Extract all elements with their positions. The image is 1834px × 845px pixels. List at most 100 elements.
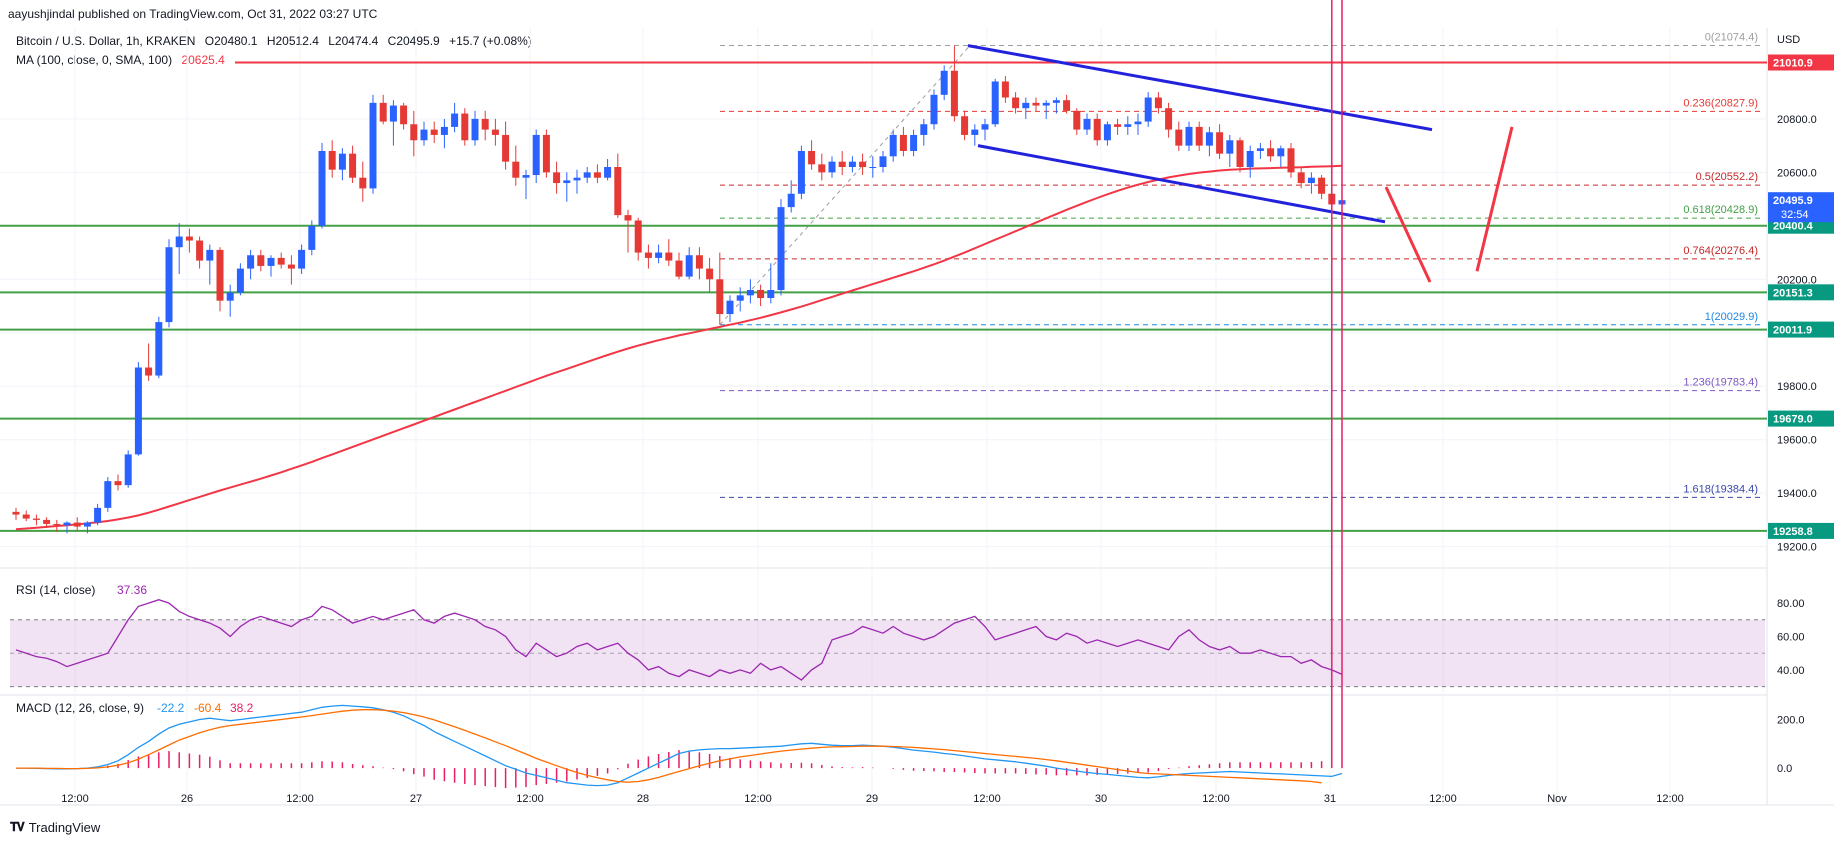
candle-bearish [114, 481, 122, 486]
candle-bullish [451, 113, 459, 127]
low-value: 20474.4 [334, 34, 379, 48]
last-price-tag [1768, 192, 1834, 223]
macd-signal-value: -60.4 [194, 701, 222, 715]
candle-bullish [971, 129, 979, 135]
change-value: +15.7 (+0.08%) [449, 34, 532, 48]
candle-bearish [1154, 97, 1162, 109]
candle-bearish [32, 518, 40, 520]
macd-value: -22.2 [157, 701, 185, 715]
ma-line[interactable]: MA (100, close, 0, SMA, 100) 20625.4 [16, 53, 225, 67]
candle-bullish [767, 289, 775, 299]
macd-y-tick-label: 0.0 [1777, 763, 1792, 775]
x-tick-label: 28 [637, 793, 649, 805]
fib-level-label: 0.236(20827.9) [1683, 97, 1758, 109]
candle-bullish [1083, 118, 1091, 130]
price-tag-label: 19679.0 [1773, 414, 1813, 426]
candle-bullish [787, 193, 795, 208]
candle-bearish [634, 220, 642, 253]
candle-bullish [583, 172, 591, 178]
candle-bearish [614, 167, 622, 216]
candle-bearish [818, 164, 826, 173]
candle-bearish [593, 172, 601, 178]
close-label: C [387, 34, 397, 48]
candle-bearish [1287, 148, 1295, 173]
candle-bullish [1226, 140, 1234, 154]
candle-bullish [869, 167, 877, 169]
candle-bearish [43, 519, 51, 524]
candle-bullish [1205, 132, 1213, 146]
candle-bearish [706, 268, 714, 280]
candle-bullish [1124, 124, 1132, 127]
price-tag-label: 19258.8 [1773, 526, 1813, 538]
x-tick-label: 27 [410, 793, 422, 805]
candle-bullish [532, 134, 540, 176]
candle-bearish [196, 240, 204, 261]
x-tick-label: Nov [1547, 793, 1567, 805]
candle-bullish [1256, 148, 1264, 151]
last-price-tag-countdown: 32:54 [1781, 209, 1809, 221]
candle-bullish [63, 522, 71, 526]
candle-bearish [1267, 148, 1275, 157]
candle-bearish [53, 523, 61, 526]
x-tick-label: 12:00 [1202, 793, 1230, 805]
price-tag-label: 20011.9 [1773, 325, 1812, 337]
ma100-line [15, 164, 1343, 531]
candle-bullish [1185, 126, 1193, 146]
candle-bearish [644, 252, 652, 258]
ma-label: MA (100, close, 0, SMA, 100) [16, 53, 173, 67]
x-tick-label: 12:00 [1656, 793, 1684, 805]
channel-lower-trendline [977, 144, 1386, 224]
candle-bearish [1073, 110, 1081, 130]
candle-bullish [736, 295, 744, 301]
macd-y-tick-label: 200.0 [1777, 714, 1805, 726]
candle-bearish [1236, 140, 1244, 168]
candle-bullish [1022, 102, 1030, 109]
candle-bullish [94, 507, 102, 523]
symbol-line: Bitcoin / U.S. Dollar, 1h, KRAKEN O20480… [16, 34, 532, 48]
publish-line: aayushjindal published on TradingView.co… [8, 7, 378, 21]
high-value: 20512.4 [275, 34, 319, 48]
candle-bullish [236, 268, 244, 293]
x-tick-label: 12:00 [744, 793, 772, 805]
open-value: 20480.1 [214, 34, 258, 48]
candle-bearish [22, 514, 30, 519]
candle-bullish [910, 134, 918, 151]
macd-hist-value: 38.2 [230, 701, 254, 715]
candle-bearish [277, 257, 285, 265]
candle-bullish [1103, 124, 1111, 141]
candle-bearish [185, 236, 193, 241]
x-tick-label: 12:00 [516, 793, 544, 805]
tradingview-logo[interactable]: 𝐓𝐕 TradingView [10, 820, 100, 835]
candle-bearish [1297, 172, 1305, 184]
candle-bearish [287, 264, 295, 269]
x-tick-label: 12:00 [61, 793, 89, 805]
candle-bearish [481, 118, 489, 130]
y-tick-label: 19200.0 [1777, 542, 1817, 554]
candle-bullish [134, 367, 142, 455]
candle-bullish [522, 175, 530, 178]
candle-bullish [930, 94, 938, 125]
candle-bearish [328, 150, 336, 170]
candle-bearish [430, 129, 438, 135]
candle-bullish [247, 255, 255, 269]
candle-bearish [1175, 129, 1183, 146]
symbol-name[interactable]: Bitcoin / U.S. Dollar, 1h, KRAKEN [16, 34, 196, 48]
x-tick-label: 29 [866, 793, 878, 805]
candle-bullish [389, 105, 397, 122]
fib-diagonal [719, 45, 971, 326]
candle-bearish [1195, 126, 1203, 146]
candle-bearish [859, 161, 867, 168]
rsi-value: 37.36 [117, 583, 147, 597]
price-tag [1768, 410, 1834, 427]
candle-bullish [318, 150, 326, 226]
candle-bullish [206, 249, 214, 261]
candle-bearish [716, 279, 724, 315]
candle-bullish [369, 102, 377, 189]
candle-bullish [1042, 102, 1050, 106]
candle-bearish [1093, 118, 1101, 141]
candle-bullish [726, 300, 734, 315]
candle-bearish [216, 249, 224, 301]
candle-bearish [145, 367, 153, 376]
y-tick-label: 20600.0 [1777, 167, 1817, 179]
